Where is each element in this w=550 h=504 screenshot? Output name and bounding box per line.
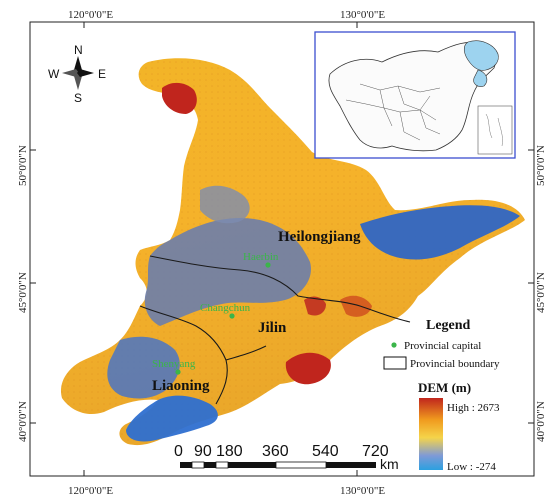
shenyang-marker (175, 369, 181, 375)
north-arrow-icon (74, 56, 82, 73)
coord-top-right: 130°0'0"E (340, 9, 385, 21)
coord-left-40: 40°0'0"N (17, 401, 29, 442)
scale-unit: km (380, 456, 399, 472)
west-label: W (48, 67, 60, 81)
coord-right-40: 40°0'0"N (535, 401, 547, 442)
scale-bar: 0 90 180 360 540 720 km (174, 443, 399, 472)
legend: Legend Provincial capital Provincial bou… (383, 318, 500, 473)
coord-bottom-left: 120°0'0"E (68, 485, 113, 497)
north-arrow: N S W E (48, 43, 106, 105)
scale-label-540: 540 (312, 443, 339, 460)
legend-boundary-symbol (383, 356, 407, 370)
coord-top-left: 120°0'0"E (68, 9, 113, 21)
harbin-marker (265, 262, 271, 268)
coord-left-50: 50°0'0"N (17, 145, 29, 186)
scale-label-90: 90 (194, 443, 212, 460)
dem-low-label: Low : -274 (447, 461, 496, 473)
scale-label-360: 360 (262, 443, 289, 460)
changchun-marker (229, 313, 235, 319)
coord-bottom-right: 130°0'0"E (340, 485, 385, 497)
highland-areas (162, 82, 372, 385)
dem-color-ramp (419, 398, 443, 470)
dem-high-label: High : 2673 (447, 402, 500, 414)
legend-boundary-label: Provincial boundary (410, 358, 500, 370)
scale-label-180: 180 (216, 443, 243, 460)
provincial-boundaries (139, 255, 411, 405)
legend-title: Legend (426, 318, 471, 333)
graticule-ticks (30, 22, 534, 476)
heilongjiang-label: Heilongjiang (278, 229, 361, 245)
legend-capital-symbol (391, 342, 397, 348)
coord-right-45: 45°0'0"N (535, 272, 547, 313)
east-label: E (98, 67, 106, 81)
south-label: S (74, 91, 82, 105)
legend-capital-label: Provincial capital (404, 340, 481, 352)
coord-right-50: 50°0'0"N (535, 145, 547, 186)
provincial-capitals (175, 262, 271, 375)
lowland-areas (107, 185, 520, 442)
liaoning-label: Liaoning (152, 378, 210, 394)
changchun-label: Changchun (200, 302, 251, 314)
harbin-label: Haerbin (243, 251, 279, 263)
dem-title: DEM (m) (418, 380, 471, 395)
north-label: N (74, 43, 83, 57)
shenyang-label: Shenyang (152, 358, 196, 370)
scale-label-0: 0 (174, 443, 183, 460)
jilin-label: Jilin (258, 320, 287, 336)
scale-label-720: 720 (362, 443, 389, 460)
china-inset-map (314, 31, 516, 159)
coord-left-45: 45°0'0"N (17, 272, 29, 313)
map-frame (29, 21, 535, 477)
